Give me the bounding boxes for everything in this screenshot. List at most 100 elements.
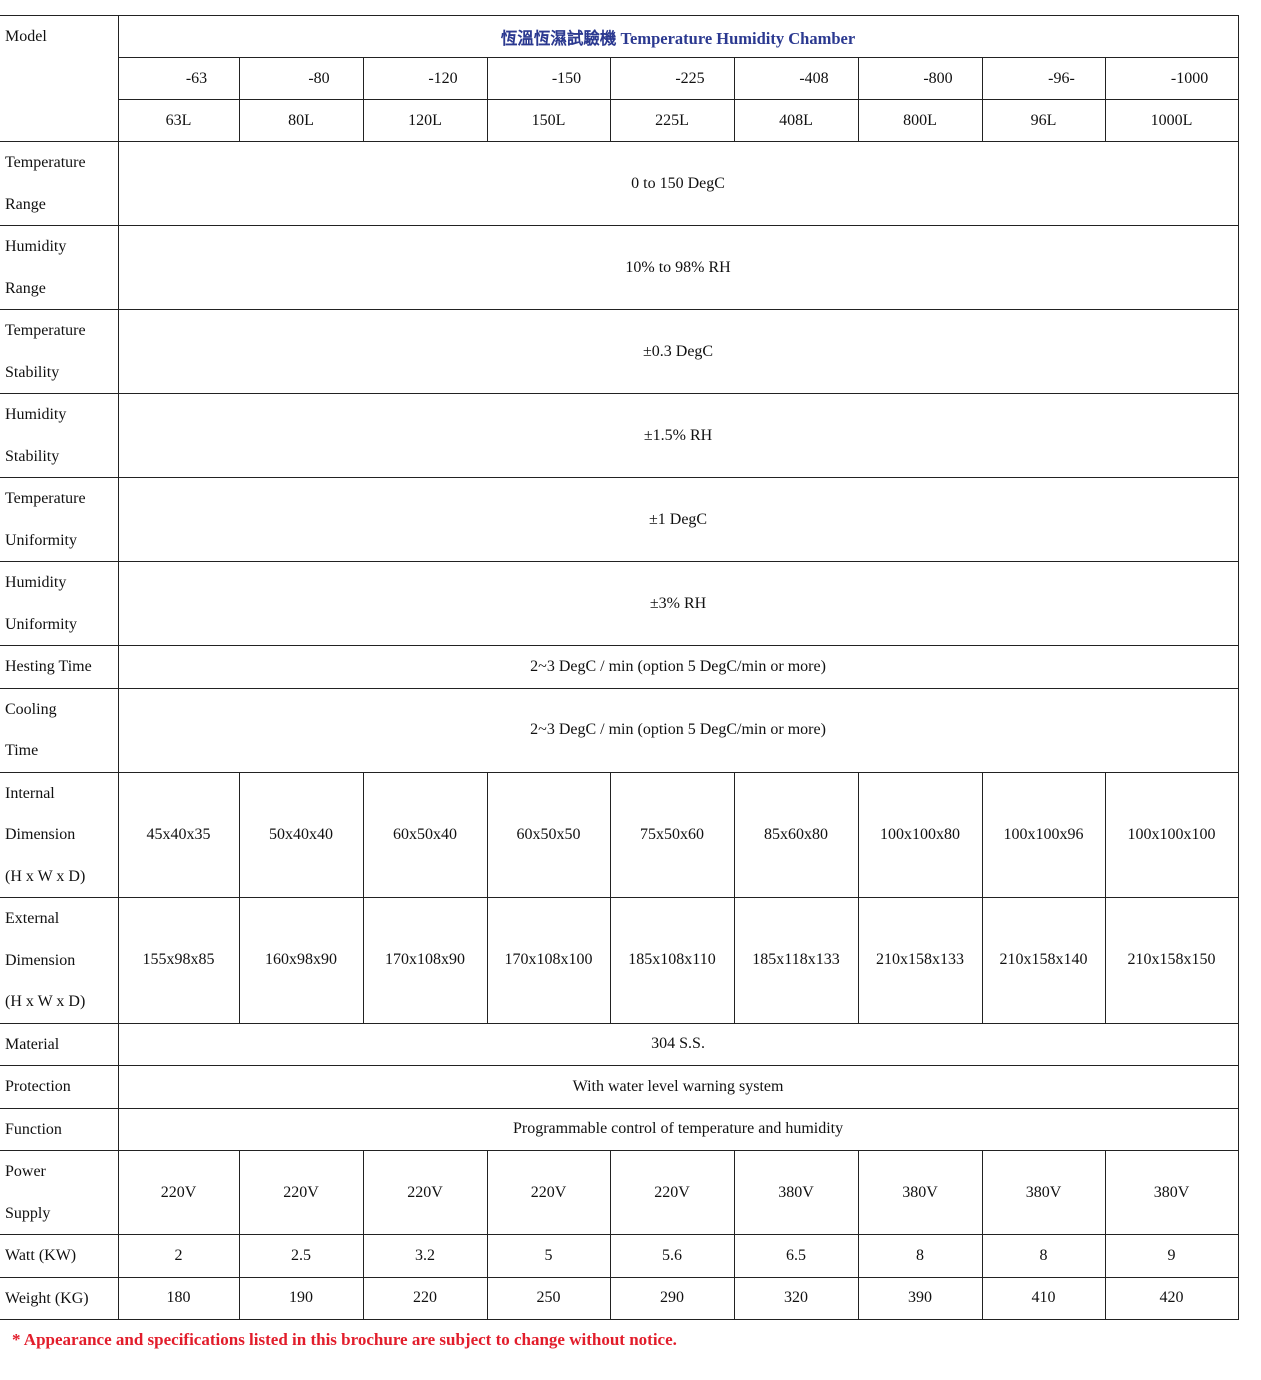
- volume-cell: 150L: [486, 99, 611, 142]
- row-label-line: Weight (KG): [5, 1289, 89, 1307]
- spec-value: ±0.3 DegC: [117, 309, 1239, 394]
- spec-row: Humidity Range 10% to 98% RH: [0, 225, 1239, 310]
- row-label: Hesting Time: [0, 645, 119, 689]
- row-label-line: Watt (KW): [5, 1247, 77, 1264]
- row-label: Temperature Uniformity: [0, 477, 119, 562]
- spec-row: Humidity Uniformity ±3% RH: [0, 561, 1239, 646]
- row-label-line: Temperature: [5, 490, 86, 507]
- title-cn: 恆溫恆濕試驗機: [500, 28, 617, 48]
- row-label: Humidity Uniformity: [0, 561, 119, 646]
- spec-value: 85x60x80: [733, 771, 859, 898]
- spec-value: 100x100x80: [857, 771, 983, 898]
- row-label-line: Range: [5, 279, 46, 297]
- table-title: 恆溫恆濕試驗機 Temperature Humidity Chamber: [117, 15, 1239, 58]
- spec-row: Humidity Stability ±1.5% RH: [0, 393, 1239, 478]
- footnote: * Appearance and specifications listed i…: [12, 1330, 677, 1349]
- spec-value: 220V: [117, 1150, 240, 1235]
- row-label-line: Temperature: [5, 154, 86, 171]
- spec-value: 420: [1104, 1276, 1239, 1320]
- volume-cell: 800L: [857, 99, 983, 142]
- model-cell: -800: [857, 57, 983, 100]
- spec-value: 290: [609, 1276, 735, 1320]
- spec-row: Temperature Range 0 to 150 DegC: [0, 141, 1239, 226]
- spec-row: Internal Dimension (H x W x D) 45x40x35 50x4…: [0, 771, 1239, 898]
- models-row: -63 -80 -120 -150 -225 -408 -800 -96- -1000: [0, 57, 1239, 100]
- row-label-line: Dimension: [5, 826, 76, 843]
- spec-value: 220V: [609, 1150, 735, 1235]
- title-en: Temperature Humidity Chamber: [620, 28, 856, 48]
- spec-value: 100x100x100: [1104, 771, 1239, 898]
- spec-row: Temperature Uniformity ±1 DegC: [0, 477, 1239, 562]
- volume-cell: 80L: [238, 99, 364, 142]
- row-label-line: Internal: [5, 784, 55, 802]
- spec-value: 8: [857, 1234, 983, 1278]
- row-label-line: External: [5, 910, 60, 927]
- volume-cell: 408L: [733, 99, 859, 142]
- row-label: Internal Dimension (H x W x D): [0, 771, 119, 898]
- spec-value: 45x40x35: [117, 771, 240, 898]
- spec-value: With water level warning system: [117, 1065, 1239, 1109]
- model-cell: -80: [238, 57, 364, 100]
- spec-value: 250: [486, 1276, 611, 1320]
- spec-value: 320: [733, 1276, 859, 1320]
- spec-value: 410: [981, 1276, 1106, 1320]
- spec-value: 380V: [1104, 1150, 1239, 1235]
- spec-value: 190: [238, 1276, 364, 1320]
- volume-cell: 63L: [118, 99, 240, 142]
- row-label-line: Stability: [5, 363, 60, 381]
- row-label: Function: [0, 1107, 119, 1151]
- row-label: Humidity Range: [0, 225, 119, 310]
- spec-value: 60x50x50: [486, 771, 611, 898]
- spec-value: 185x118x133: [733, 897, 859, 1024]
- row-label-line: Humidity: [5, 238, 67, 255]
- spec-value: 2: [117, 1234, 240, 1278]
- spec-value: 160x98x90: [238, 897, 364, 1024]
- model-cell: -408: [733, 57, 859, 100]
- row-label-line: Humidity: [5, 406, 67, 423]
- spec-value: 220V: [362, 1150, 488, 1235]
- row-label-line: Humidity: [5, 574, 67, 591]
- model-cell: -63: [118, 57, 240, 100]
- spec-value: 6.5: [733, 1234, 859, 1278]
- spec-row: Cooling Time 2~3 DegC / min (option 5 DegC…: [0, 687, 1239, 773]
- model-cell: -1000: [1104, 57, 1239, 100]
- spec-value: 155x98x85: [117, 897, 240, 1024]
- spec-value: 220V: [486, 1150, 611, 1235]
- row-label: Protection: [0, 1065, 119, 1109]
- row-label: Watt (KW): [0, 1234, 119, 1278]
- volume-cell: 96L: [981, 99, 1106, 142]
- spec-value: 304 S.S.: [117, 1022, 1239, 1066]
- spec-value: ±3% RH: [117, 561, 1239, 646]
- spec-value: 9: [1104, 1234, 1239, 1278]
- volume-cell: 120L: [362, 99, 488, 142]
- spec-value: 5.6: [609, 1234, 735, 1278]
- row-label: Material: [0, 1022, 119, 1066]
- row-label: External Dimension (H x W x D): [0, 897, 119, 1024]
- row-label-line: Hesting Time: [5, 658, 92, 675]
- row-label: Cooling Time: [0, 687, 119, 773]
- model-cell: -225: [609, 57, 735, 100]
- volumes-row: 63L 80L 120L 150L 225L 408L 800L 96L 1000L: [0, 99, 1239, 142]
- spec-value: 170x108x100: [486, 897, 611, 1024]
- spec-value: 220V: [238, 1150, 364, 1235]
- spec-value: 210x158x140: [981, 897, 1106, 1024]
- spec-table: Model 恆溫恆濕試驗機 Temperature Humidity Chamb…: [0, 15, 1239, 1320]
- spec-value: 380V: [981, 1150, 1106, 1235]
- row-label-line: Cooling: [5, 700, 57, 718]
- spec-value: 60x50x40: [362, 771, 488, 898]
- spec-value: 100x100x96: [981, 771, 1106, 898]
- row-label: Temperature Stability: [0, 309, 119, 394]
- row-label-line: Range: [5, 195, 46, 213]
- spec-row: Material 304 S.S.: [0, 1022, 1239, 1066]
- spec-value: 380V: [733, 1150, 859, 1235]
- spec-value: 170x108x90: [362, 897, 488, 1024]
- row-label-line: Uniformity: [5, 531, 77, 549]
- row-label-line: (H x W x D): [5, 993, 86, 1010]
- spec-row: Temperature Stability ±0.3 DegC: [0, 309, 1239, 394]
- spec-value: Programmable control of temperature and …: [117, 1107, 1239, 1151]
- row-label-line: Protection: [5, 1078, 71, 1095]
- spec-row: Weight (KG) 180 190 220 250 290 320 390 410 420: [0, 1276, 1239, 1320]
- row-label: Weight (KG): [0, 1276, 119, 1320]
- spec-value: 2~3 DegC / min (option 5 DegC/min or mor…: [117, 687, 1239, 773]
- row-label-line: Material: [5, 1035, 60, 1053]
